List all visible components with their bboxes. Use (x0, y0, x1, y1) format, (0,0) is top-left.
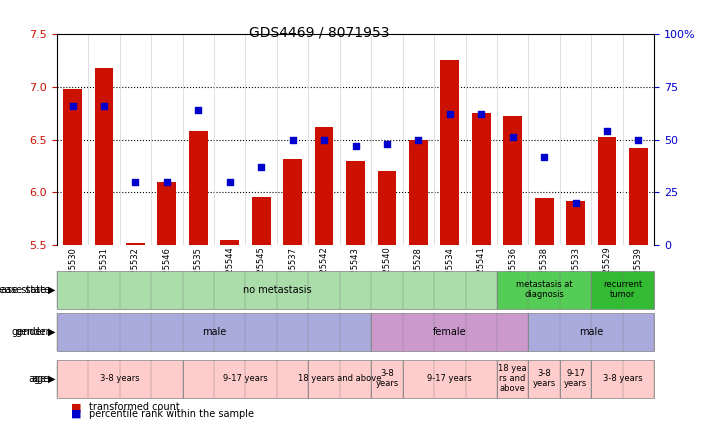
Point (255, 164, 267, 170)
Text: 3-8
years: 3-8 years (375, 369, 399, 388)
Point (98, 102, 109, 109)
Text: age: age (32, 374, 50, 384)
Point (633, 136, 644, 143)
Bar (126, 243, 145, 245)
Text: disease state: disease state (0, 285, 46, 295)
Text: no metastasis: no metastasis (242, 285, 311, 295)
Bar (95, 68, 114, 245)
Point (444, 111, 456, 118)
Text: male: male (579, 327, 604, 337)
Point (538, 153, 550, 160)
Bar (252, 197, 271, 245)
Text: ■: ■ (71, 402, 82, 412)
Point (224, 179, 235, 185)
Bar (440, 60, 459, 245)
Point (350, 143, 361, 149)
Text: transformed count: transformed count (89, 402, 180, 412)
Bar (63, 89, 82, 245)
Point (570, 200, 581, 206)
Text: recurrent
tumor: recurrent tumor (603, 280, 642, 299)
Text: age: age (28, 374, 46, 384)
Point (381, 140, 392, 147)
Text: 3-8 years: 3-8 years (100, 374, 139, 383)
Bar (535, 198, 554, 245)
Text: percentile rank within the sample: percentile rank within the sample (89, 409, 254, 419)
Point (287, 136, 299, 143)
Bar (472, 113, 491, 245)
Text: 9-17 years: 9-17 years (223, 374, 268, 383)
Point (476, 111, 487, 118)
Text: 9-17
years: 9-17 years (564, 369, 587, 388)
Text: disease state: disease state (0, 285, 50, 295)
Bar (189, 131, 208, 245)
Bar (597, 137, 616, 245)
Bar (157, 182, 176, 245)
Text: ▶: ▶ (48, 374, 56, 384)
Bar (283, 159, 302, 245)
Bar (409, 140, 428, 245)
Text: ▶: ▶ (48, 285, 56, 295)
Bar (378, 171, 396, 245)
Point (602, 128, 613, 135)
Text: 9-17 years: 9-17 years (427, 374, 472, 383)
Point (67, 102, 78, 109)
Point (130, 179, 141, 185)
Text: female: female (433, 327, 466, 337)
Bar (346, 161, 365, 245)
Bar (220, 240, 239, 245)
Text: ■: ■ (71, 409, 82, 419)
Point (507, 134, 518, 141)
Bar (315, 127, 333, 245)
Point (193, 107, 204, 113)
Point (412, 136, 424, 143)
Text: 18 years and above: 18 years and above (298, 374, 382, 383)
Bar (629, 148, 648, 245)
Text: male: male (202, 327, 226, 337)
Text: ▶: ▶ (48, 327, 56, 337)
Bar (566, 201, 585, 245)
Point (161, 179, 173, 185)
Point (319, 136, 330, 143)
Text: gender: gender (15, 327, 50, 337)
Text: metastasis at
diagnosis: metastasis at diagnosis (515, 280, 572, 299)
Text: GDS4469 / 8071953: GDS4469 / 8071953 (249, 25, 390, 39)
Bar (503, 116, 522, 245)
Text: 3-8 years: 3-8 years (603, 374, 643, 383)
Text: 3-8
years: 3-8 years (533, 369, 556, 388)
Text: gender: gender (11, 327, 46, 337)
Text: 18 yea
rs and
above: 18 yea rs and above (498, 364, 527, 393)
